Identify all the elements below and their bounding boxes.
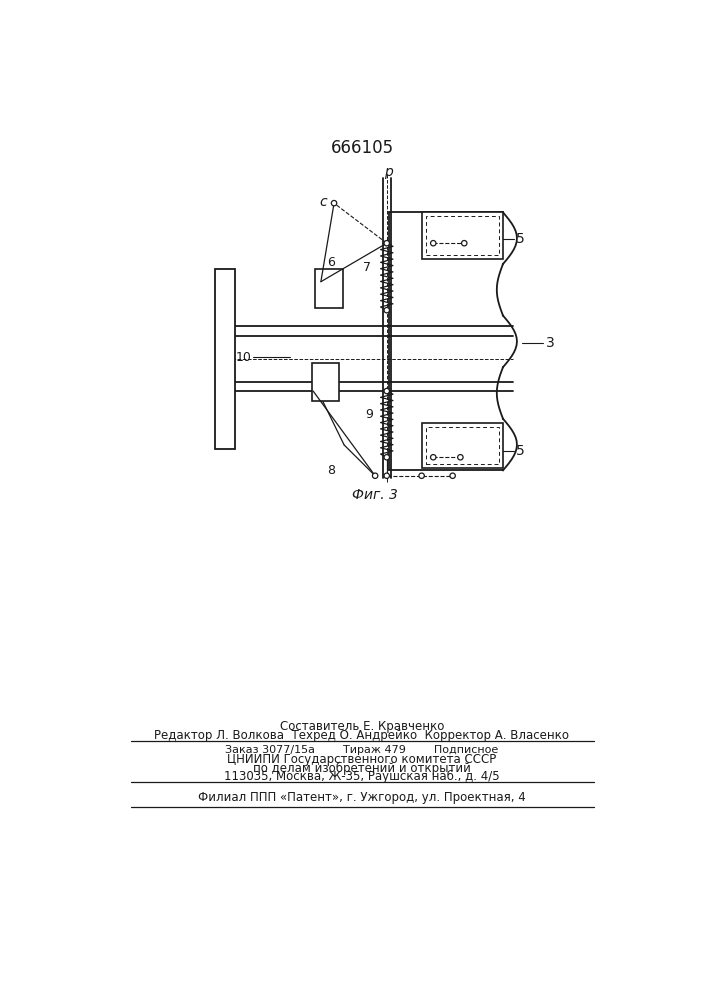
Circle shape [373, 473, 378, 478]
Text: по делам изобретений и открытий: по делам изобретений и открытий [253, 762, 471, 775]
Circle shape [384, 455, 390, 460]
Circle shape [384, 241, 390, 246]
Text: 5: 5 [516, 444, 525, 458]
Text: 7: 7 [363, 261, 371, 274]
Bar [215, 269, 235, 449]
Text: Фиг. 3: Фиг. 3 [352, 488, 398, 502]
Circle shape [431, 455, 436, 460]
Bar [426, 216, 499, 255]
Text: 3: 3 [546, 336, 554, 350]
Text: с: с [320, 195, 327, 209]
Circle shape [450, 473, 455, 478]
Text: Заказ 3077/15а        Тираж 479        Подписное: Заказ 3077/15а Тираж 479 Подписное [226, 745, 498, 755]
Text: 113035, Москва, Ж-35, Раушская наб., д. 4/5: 113035, Москва, Ж-35, Раушская наб., д. … [224, 770, 500, 783]
Bar [426, 427, 499, 464]
Circle shape [384, 388, 390, 394]
Text: ЦНИИПИ Государственного комитета СССР: ЦНИИПИ Государственного комитета СССР [228, 753, 496, 766]
Text: Редактор Л. Волкова  Техред О. Андрейко  Корректор А. Власенко: Редактор Л. Волкова Техред О. Андрейко К… [154, 730, 569, 742]
Text: 5: 5 [516, 232, 525, 246]
Text: 6: 6 [327, 256, 335, 269]
Bar [312, 363, 339, 401]
Circle shape [384, 473, 390, 478]
Text: 666105: 666105 [331, 139, 395, 157]
Bar [315, 269, 343, 308]
Text: 8: 8 [327, 464, 335, 477]
Circle shape [384, 307, 390, 313]
Text: Филиал ППП «Патент», г. Ужгород, ул. Проектная, 4: Филиал ППП «Патент», г. Ужгород, ул. Про… [198, 791, 526, 804]
Circle shape [462, 241, 467, 246]
Text: р: р [384, 165, 392, 179]
Text: 9: 9 [365, 408, 373, 421]
Circle shape [457, 455, 463, 460]
Text: 10: 10 [235, 351, 251, 364]
Bar [421, 212, 503, 259]
Text: Составитель Е. Кравченко: Составитель Е. Кравченко [280, 720, 444, 733]
Bar [421, 423, 503, 468]
Circle shape [431, 241, 436, 246]
Circle shape [332, 200, 337, 206]
Circle shape [419, 473, 424, 478]
